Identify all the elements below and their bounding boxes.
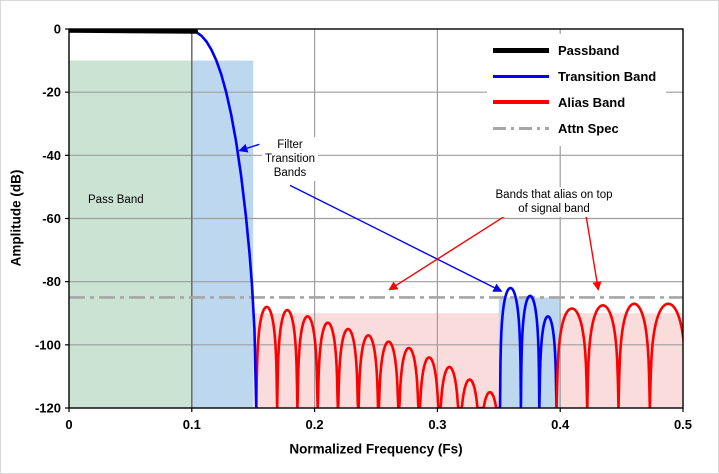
legend-item-alias-band: Alias Band bbox=[493, 89, 656, 115]
annotation-line: Bands that alias on top bbox=[495, 189, 613, 201]
legend-item-attn-spec: Attn Spec bbox=[493, 115, 656, 141]
x-tick-label: 0 bbox=[65, 417, 72, 432]
alias-bands-annotation: Bands that alias on top of signal band bbox=[492, 187, 616, 217]
legend-label-transition-band: Transition Band bbox=[558, 68, 657, 84]
annotation-line: Transition bbox=[264, 153, 316, 165]
passband-line-swatch bbox=[493, 47, 549, 53]
transition-band-line-swatch bbox=[493, 74, 549, 78]
attn-spec-line-swatch bbox=[493, 126, 549, 130]
annotation-line: Bands bbox=[273, 167, 307, 179]
legend-label-passband: Passband bbox=[558, 42, 620, 58]
transition-arrow-short bbox=[238, 143, 260, 153]
region-aliasing-on-signal-band bbox=[498, 297, 561, 408]
x-tick-label: 0.5 bbox=[674, 417, 692, 432]
x-tick-label: 0.1 bbox=[183, 417, 201, 432]
region-pass-band bbox=[69, 60, 192, 408]
y-tick-label: -120 bbox=[35, 401, 61, 416]
y-tick-label: -40 bbox=[42, 148, 61, 163]
series-passband bbox=[69, 29, 198, 34]
x-tick-label: 0.3 bbox=[428, 417, 446, 432]
legend-label-attn-spec: Attn Spec bbox=[558, 120, 619, 136]
y-tick-label: -20 bbox=[42, 85, 61, 100]
x-tick-label: 0.4 bbox=[551, 417, 570, 432]
annotation-line: of signal band bbox=[518, 203, 590, 215]
series-transition-band-images bbox=[498, 286, 558, 408]
series-transition-band bbox=[190, 29, 258, 408]
annotation-line: Filter bbox=[277, 139, 303, 151]
transition-arrow-long bbox=[289, 184, 503, 292]
x-axis-title: Normalized Frequency (Fs) bbox=[289, 441, 463, 457]
pass-band-label: Pass Band bbox=[88, 194, 144, 206]
legend: Passband Transition Band Alias Band Attn… bbox=[487, 34, 667, 146]
y-tick-label: -100 bbox=[35, 337, 61, 352]
series-alias-band-upper bbox=[555, 302, 683, 408]
legend-label-alias-band: Alias Band bbox=[558, 94, 626, 110]
region-transition-band bbox=[191, 60, 254, 408]
alias-band-line-swatch bbox=[493, 100, 549, 104]
alias-arrow-right bbox=[585, 215, 602, 291]
y-axis-title: Amplitude (dB) bbox=[8, 169, 24, 267]
alias-arrow-left bbox=[388, 214, 507, 291]
y-tick-label: -80 bbox=[42, 274, 61, 289]
y-tick-label: 0 bbox=[54, 22, 61, 37]
x-tick-label: 0.2 bbox=[306, 417, 324, 432]
y-tick-label: -60 bbox=[42, 211, 61, 226]
series-group bbox=[69, 29, 683, 408]
transition-bands-annotation: Filter Transition Bands bbox=[261, 137, 319, 181]
legend-item-passband: Passband bbox=[493, 37, 656, 63]
legend-item-transition-band: Transition Band bbox=[493, 63, 656, 89]
